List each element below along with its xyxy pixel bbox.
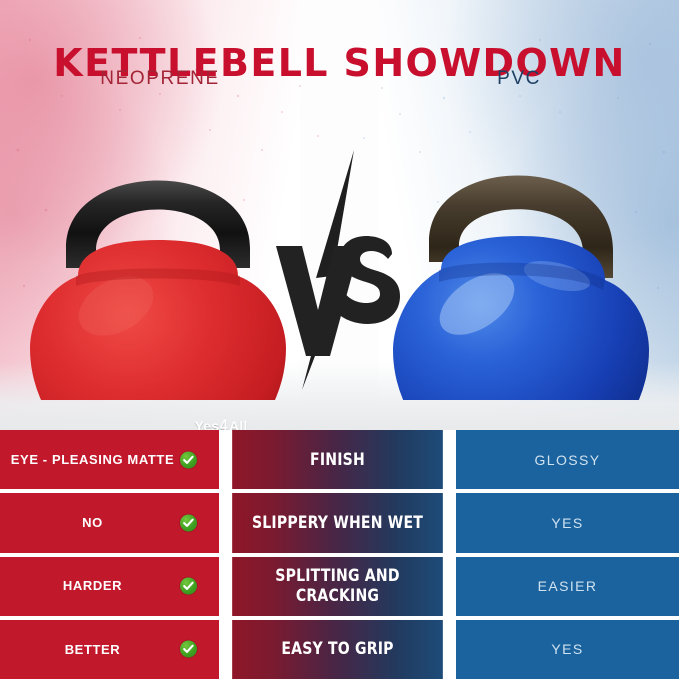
- check-icon: [180, 577, 197, 595]
- comparison-table: EYE - PLEASING MATTE FINISH GLOSSY NO SL…: [0, 430, 679, 679]
- feature-name-cell: EASY TO GRIP: [232, 619, 443, 679]
- pvc-kettlebell-image: 30LB: [381, 100, 671, 400]
- neoprene-value-text: BETTER: [64, 641, 121, 657]
- check-icon: [180, 451, 197, 469]
- table-row: HARDER SPLITTING AND CRACKING EASIER: [0, 556, 679, 616]
- feature-name-cell: SLIPPERY WHEN WET: [232, 493, 443, 553]
- pvc-value-cell: GLOSSY: [456, 430, 679, 490]
- feature-name-cell: FINISH: [232, 430, 443, 490]
- neoprene-kettlebell-image: Yes4All 30LB: [8, 100, 298, 432]
- neoprene-value-text: EYE - PLEASING MATTE: [10, 451, 175, 467]
- page-title: KETTLEBELL SHOWDOWN: [53, 41, 626, 86]
- brand-logo-text: Yes4All: [166, 416, 276, 432]
- pvc-value-cell: YES: [456, 619, 679, 679]
- check-icon: [180, 640, 197, 658]
- table-row: NO SLIPPERY WHEN WET YES: [0, 493, 679, 553]
- right-material-label: PVC: [497, 68, 541, 89]
- neoprene-value-cell: EYE - PLEASING MATTE: [0, 430, 219, 490]
- left-material-label: NEOPRENE: [100, 68, 220, 89]
- versus-badge: [272, 150, 412, 390]
- table-row: BETTER EASY TO GRIP YES: [0, 619, 679, 679]
- table-row: EYE - PLEASING MATTE FINISH GLOSSY: [0, 430, 679, 490]
- neoprene-value-cell: HARDER: [0, 556, 219, 616]
- neoprene-value-text: HARDER: [62, 578, 123, 594]
- pvc-value-cell: EASIER: [456, 556, 679, 616]
- brand-mark-4: 4: [220, 416, 228, 432]
- check-icon: [180, 514, 197, 532]
- neoprene-value-text: NO: [82, 515, 103, 531]
- pvc-value-cell: YES: [456, 493, 679, 553]
- neoprene-value-cell: NO: [0, 493, 219, 553]
- hero-section: KETTLEBELL SHOWDOWN NEOPRENE PVC: [0, 0, 679, 432]
- neoprene-value-cell: BETTER: [0, 619, 219, 679]
- feature-name-cell: SPLITTING AND CRACKING: [232, 556, 443, 616]
